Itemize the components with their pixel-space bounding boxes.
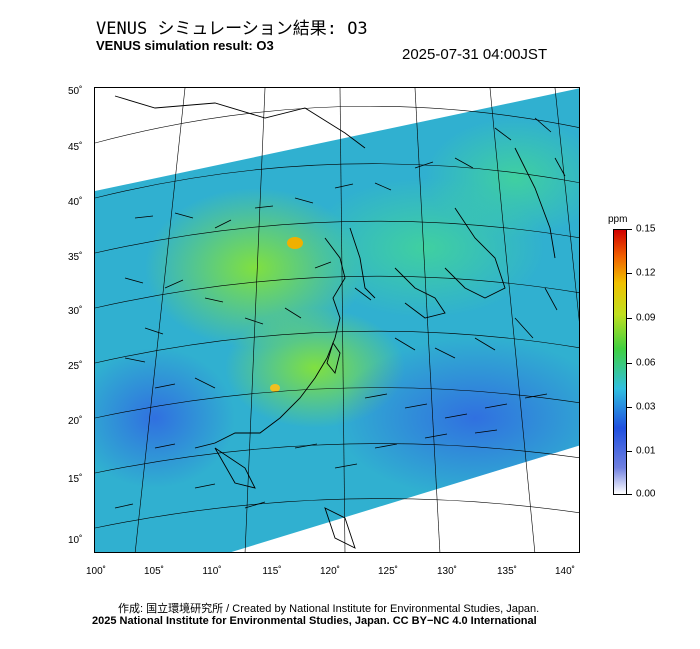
colorbar-tick-label: 0.03 — [636, 401, 656, 413]
lon-label-140: 140˚ — [554, 566, 576, 577]
colorbar — [613, 229, 627, 495]
lon-label-115: 115˚ — [262, 566, 282, 577]
lat-label-50: 50˚ — [68, 86, 83, 97]
coastlines — [114, 95, 556, 549]
copyright-text: 2025 National Institute for Environmenta… — [92, 615, 537, 627]
colorbar-tick-label: 0.01 — [636, 445, 656, 457]
graticule — [95, 88, 579, 552]
lat-label-45: 45˚ — [68, 142, 83, 153]
lon-label-100: 100˚ — [85, 566, 107, 577]
timestamp: 2025-07-31 04:00JST — [402, 46, 548, 63]
lon-label-110: 110˚ — [202, 566, 222, 577]
colorbar-tickmark — [627, 318, 632, 319]
colorbar-tick-label: 0.06 — [636, 357, 656, 369]
colorbar-tick-label: 0.15 — [636, 223, 656, 235]
colorbar-unit: ppm — [608, 214, 628, 225]
credit-text: 作成: 国立環境研究所 / Created by National Instit… — [118, 603, 540, 615]
title-en: VENUS simulation result: O3 — [96, 38, 274, 53]
colorbar-tickmark — [627, 407, 632, 408]
lon-label-130: 130˚ — [436, 566, 458, 577]
lat-label-30: 30˚ — [68, 306, 83, 317]
colorbar-tickmark — [627, 363, 632, 364]
lat-label-15: 15˚ — [68, 474, 83, 485]
lon-label-125: 125˚ — [377, 566, 399, 577]
lat-label-35: 35˚ — [68, 252, 83, 263]
lat-label-40: 40˚ — [68, 197, 83, 208]
colorbar-tick-label: 0.12 — [636, 267, 656, 279]
colorbar-tickmark — [627, 229, 632, 230]
colorbar-tickmark — [627, 273, 632, 274]
map-svg — [95, 88, 579, 552]
colorbar-tick-label: 0.00 — [636, 488, 656, 500]
wind-vectors — [114, 117, 566, 509]
lon-label-105: 105˚ — [143, 566, 165, 577]
lat-label-20: 20˚ — [68, 416, 83, 427]
title-jp: VENUS シミュレーション結果: O3 — [96, 19, 368, 39]
colorbar-tickmark — [627, 451, 632, 452]
lon-label-135: 135˚ — [496, 566, 518, 577]
colorbar-tickmark — [627, 494, 632, 495]
lon-label-120: 120˚ — [319, 566, 341, 577]
lat-label-10: 10˚ — [68, 535, 83, 546]
map-frame — [94, 87, 580, 553]
lat-label-25: 25˚ — [68, 361, 83, 372]
colorbar-tick-label: 0.09 — [636, 312, 656, 324]
ozone-field — [95, 88, 579, 552]
